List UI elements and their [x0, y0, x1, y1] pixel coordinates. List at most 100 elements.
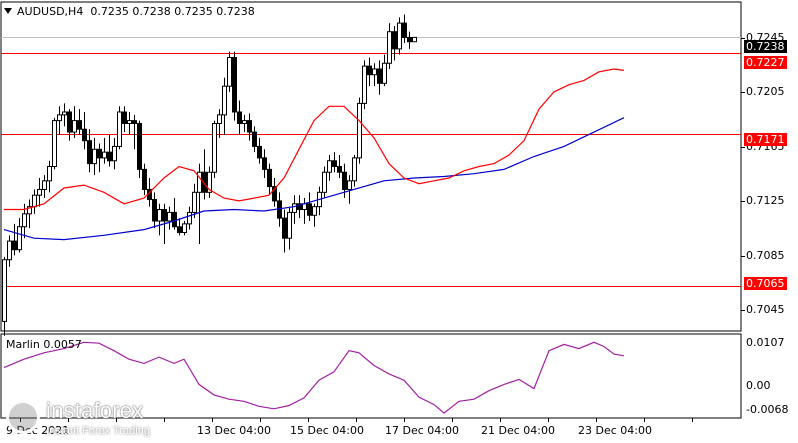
- bearish-candle-body: [392, 31, 397, 50]
- candle: [287, 206, 292, 250]
- bullish-candle-body: [27, 206, 32, 215]
- bullish-candle-body: [7, 240, 12, 261]
- candle: [297, 195, 302, 219]
- bearish-candle-body: [407, 36, 412, 43]
- bearish-candle-body: [12, 240, 17, 251]
- candle: [67, 109, 72, 141]
- bearish-candle-body: [402, 22, 407, 38]
- bullish-candle-body: [382, 62, 387, 84]
- candle: [382, 54, 387, 87]
- candle: [222, 77, 227, 135]
- candle: [402, 14, 407, 44]
- bearish-candle-body: [132, 120, 137, 124]
- candle: [397, 17, 402, 55]
- bearish-candle-body: [152, 198, 157, 222]
- candle: [257, 137, 262, 164]
- candle: [167, 206, 172, 230]
- bullish-candle-body: [182, 223, 187, 233]
- candle: [7, 235, 12, 267]
- bullish-candle-body: [212, 122, 217, 173]
- price-tick-label: 0.7125: [746, 194, 785, 207]
- candle: [332, 152, 337, 173]
- bullish-candle-body: [207, 171, 212, 193]
- bullish-candle-body: [2, 259, 7, 322]
- time-tick-label: 23 Dec 04:00: [578, 424, 652, 437]
- bullish-candle-body: [412, 36, 417, 43]
- instaforex-watermark: instaforex Instant Forex Trading: [4, 398, 182, 440]
- bullish-candle-body: [197, 171, 202, 193]
- candle: [357, 97, 362, 164]
- bullish-candle-body: [372, 68, 377, 76]
- candle: [72, 106, 77, 138]
- bullish-candle-body: [347, 180, 352, 190]
- candle: [17, 218, 22, 253]
- bearish-candle-body: [307, 203, 312, 216]
- candle: [27, 199, 32, 229]
- candle: [412, 36, 417, 43]
- bullish-candle-body: [92, 148, 97, 165]
- bearish-candle-body: [87, 140, 92, 165]
- candle: [322, 166, 327, 199]
- candle: [57, 106, 62, 135]
- candle: [107, 134, 112, 167]
- bullish-candle-body: [387, 31, 392, 64]
- bullish-candle-body: [112, 145, 117, 162]
- candle: [117, 106, 122, 150]
- bullish-candle-body: [117, 111, 122, 147]
- dropdown-triangle-icon[interactable]: [4, 8, 12, 14]
- bullish-candle-body: [292, 203, 297, 213]
- bullish-candle-body: [17, 226, 22, 251]
- candle: [192, 183, 197, 219]
- axis-tick-marks: [20, 38, 745, 422]
- bullish-candle-body: [157, 209, 162, 222]
- candle: [82, 112, 87, 150]
- bullish-candle-body: [242, 120, 247, 124]
- candle: [137, 120, 142, 178]
- bearish-candle-body: [377, 68, 382, 84]
- candle: [47, 160, 52, 193]
- bearish-candle-body: [177, 226, 182, 233]
- price-tick-label: 0.7085: [746, 249, 785, 262]
- candle: [242, 114, 247, 133]
- candle: [352, 155, 357, 187]
- bullish-candle-body: [167, 211, 172, 222]
- bullish-candle-body: [322, 171, 327, 193]
- indicator-tick-label: -0.0068: [746, 403, 789, 416]
- candle: [232, 51, 237, 121]
- indicator-pane-frame: [0, 333, 742, 419]
- bullish-candle-body: [22, 213, 27, 228]
- bullish-candle-body: [32, 194, 37, 208]
- candle: [327, 155, 332, 181]
- bullish-candle-body: [187, 211, 192, 225]
- candle: [282, 209, 287, 253]
- candle: [2, 256, 7, 336]
- bearish-candle-body: [107, 151, 112, 162]
- bearish-candle-body: [272, 186, 277, 202]
- candle: [262, 149, 267, 178]
- candle: [347, 175, 352, 204]
- bearish-candle-body: [122, 111, 127, 124]
- current-price-label: 0.7238: [744, 40, 787, 53]
- bullish-candle-body: [362, 65, 367, 104]
- candle: [102, 137, 107, 164]
- bullish-candle-body: [57, 114, 62, 122]
- watermark-brand: instaforex: [46, 398, 144, 423]
- candle: [312, 203, 317, 227]
- candle: [407, 31, 412, 49]
- bullish-candle-body: [127, 120, 132, 124]
- watermark-tagline: Instant Forex Trading: [46, 425, 150, 437]
- candle: [372, 63, 377, 87]
- bearish-candle-body: [257, 145, 262, 159]
- candle: [87, 129, 92, 173]
- candle: [392, 25, 397, 61]
- bullish-candle-body: [222, 85, 227, 116]
- candle: [272, 177, 277, 207]
- price-tick-label: 0.7045: [746, 303, 785, 316]
- fast-moving-average-line: [4, 68, 625, 211]
- bullish-candle-body: [397, 22, 402, 50]
- candle: [307, 192, 312, 221]
- bullish-candle-body: [72, 120, 77, 133]
- candle: [237, 100, 242, 135]
- candle: [217, 109, 222, 138]
